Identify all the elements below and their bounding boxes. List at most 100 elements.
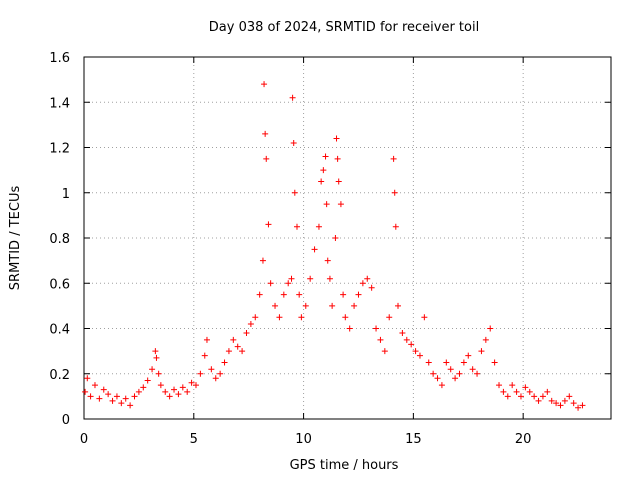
data-point xyxy=(579,402,586,409)
chart-title: Day 038 of 2024, SRMTID for receiver toi… xyxy=(209,20,479,35)
data-point xyxy=(522,384,529,391)
data-point xyxy=(153,354,160,361)
data-point xyxy=(234,343,241,350)
data-point xyxy=(482,336,489,343)
data-point xyxy=(175,391,182,398)
data-point xyxy=(337,201,344,208)
data-point xyxy=(179,384,186,391)
data-point xyxy=(491,359,498,366)
data-point xyxy=(203,336,210,343)
data-point xyxy=(280,291,287,298)
data-point xyxy=(496,382,503,389)
y-tick-label: 0.6 xyxy=(49,277,70,292)
y-tick-label: 1.2 xyxy=(49,142,70,157)
data-point xyxy=(557,402,564,409)
plot-frame xyxy=(83,56,612,420)
data-point xyxy=(152,348,159,355)
data-point xyxy=(395,302,402,309)
data-point xyxy=(539,393,546,400)
data-point xyxy=(351,302,358,309)
data-point xyxy=(100,386,107,393)
y-tick-label: 0 xyxy=(62,413,70,428)
data-point xyxy=(265,221,272,228)
data-point xyxy=(412,348,419,355)
data-point xyxy=(487,325,494,332)
data-point xyxy=(84,375,91,382)
data-point xyxy=(570,400,577,407)
data-point xyxy=(149,366,156,373)
data-point xyxy=(140,384,147,391)
data-point xyxy=(561,397,568,404)
data-point xyxy=(171,386,178,393)
data-point xyxy=(208,366,215,373)
data-point xyxy=(434,375,441,382)
data-point xyxy=(329,302,336,309)
grid xyxy=(84,57,611,419)
data-point xyxy=(324,257,331,264)
data-point xyxy=(430,370,437,377)
data-point xyxy=(96,395,103,402)
data-point xyxy=(118,400,125,407)
x-axis-label: GPS time / hours xyxy=(290,458,399,473)
data-point xyxy=(157,382,164,389)
data-point xyxy=(456,370,463,377)
data-point xyxy=(323,201,330,208)
data-point xyxy=(504,393,511,400)
data-point xyxy=(212,375,219,382)
data-point xyxy=(296,291,303,298)
data-point xyxy=(381,348,388,355)
data-point xyxy=(247,320,254,327)
data-point xyxy=(322,153,329,160)
data-point xyxy=(544,388,551,395)
data-point xyxy=(188,379,195,386)
data-point xyxy=(334,155,341,162)
data-point xyxy=(320,167,327,174)
data-point xyxy=(335,178,342,185)
data-point xyxy=(166,393,173,400)
data-point xyxy=(326,275,333,282)
x-tick-label: 5 xyxy=(190,432,198,447)
data-point xyxy=(526,388,533,395)
data-point xyxy=(566,393,573,400)
data-point xyxy=(509,382,516,389)
axis-ticks xyxy=(83,56,611,420)
data-point xyxy=(377,336,384,343)
data-point xyxy=(346,325,353,332)
data-point xyxy=(333,135,340,142)
data-point xyxy=(474,370,481,377)
data-point xyxy=(392,223,399,230)
data-point xyxy=(342,314,349,321)
data-point xyxy=(390,155,397,162)
data-point xyxy=(285,280,292,287)
data-point xyxy=(469,366,476,373)
data-point xyxy=(373,325,380,332)
data-point xyxy=(263,155,270,162)
data-point xyxy=(201,352,208,359)
data-point xyxy=(443,359,450,366)
data-point xyxy=(340,291,347,298)
data-point xyxy=(261,81,268,88)
y-tick-label: 1.6 xyxy=(49,51,70,66)
x-tick-label: 0 xyxy=(80,432,88,447)
y-axis-label: SRMTID / TECUs xyxy=(8,186,23,291)
y-tick-label: 0.8 xyxy=(49,232,70,247)
y-tick-labels: 0 0.2 0.4 0.6 0.8 1 1.2 1.4 1.6 xyxy=(49,51,70,428)
data-points xyxy=(82,81,586,411)
data-point xyxy=(256,291,263,298)
data-point xyxy=(386,314,393,321)
data-point xyxy=(243,330,250,337)
data-point xyxy=(575,404,582,411)
data-point xyxy=(298,314,305,321)
data-point xyxy=(535,397,542,404)
data-point xyxy=(438,382,445,389)
data-point xyxy=(109,397,116,404)
x-tick-labels: 0 5 10 15 20 xyxy=(80,432,532,447)
data-point xyxy=(553,400,560,407)
data-point xyxy=(239,348,246,355)
data-point xyxy=(531,393,538,400)
data-point xyxy=(272,302,279,309)
x-tick-label: 10 xyxy=(295,432,312,447)
data-point xyxy=(131,393,138,400)
x-tick-label: 15 xyxy=(405,432,422,447)
